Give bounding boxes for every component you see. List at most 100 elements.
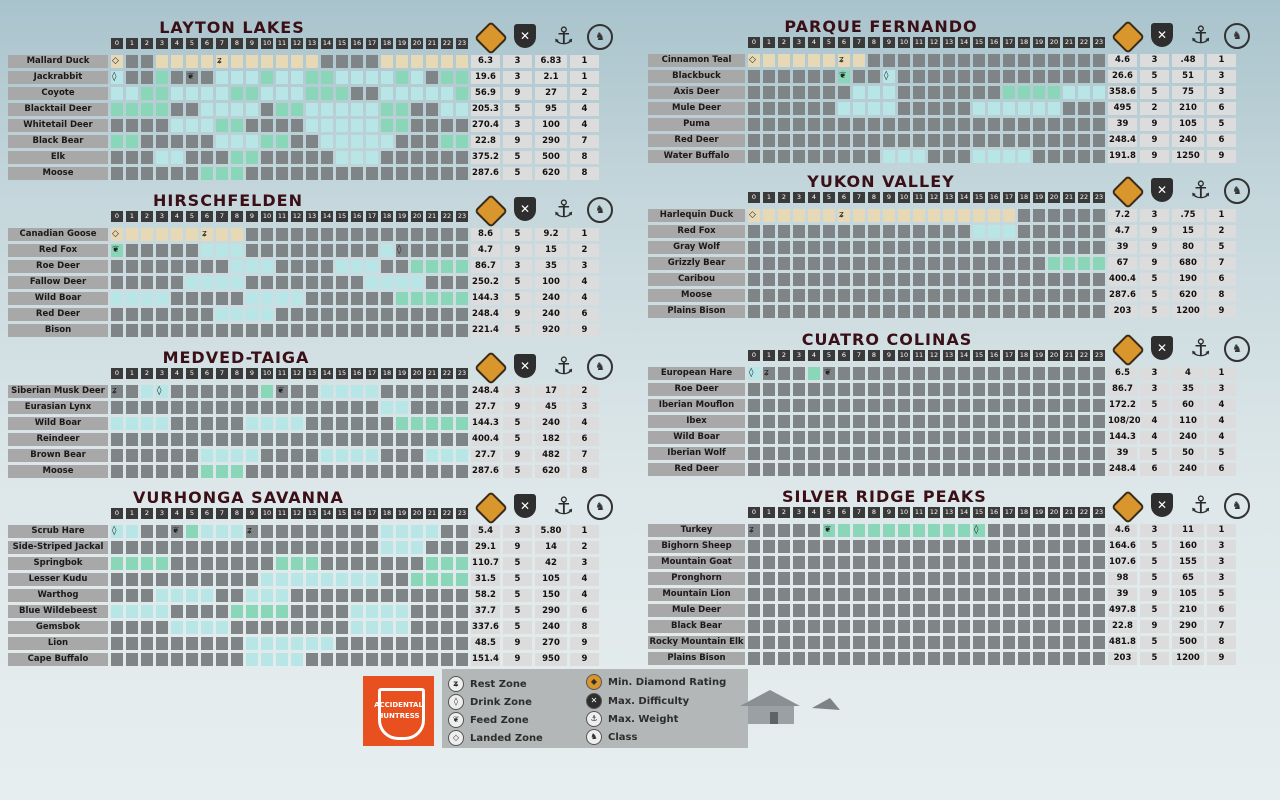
hour-cell xyxy=(276,605,288,618)
hour-cell xyxy=(883,463,895,476)
hour-cell xyxy=(838,383,850,396)
hour-cell xyxy=(778,588,790,601)
max-difficulty-value: 9 xyxy=(1140,225,1169,238)
hour-cell xyxy=(958,118,970,131)
hour-label: 0 xyxy=(748,192,760,203)
hour-cell xyxy=(1018,447,1030,460)
hour-cell xyxy=(156,653,168,666)
hour-cell xyxy=(958,463,970,476)
class-icon: ♞ xyxy=(587,24,613,50)
hour-label: 18 xyxy=(1018,192,1030,203)
hour-cell xyxy=(246,417,258,430)
hour-cell xyxy=(763,415,775,428)
hour-cell xyxy=(913,540,925,553)
hour-cell xyxy=(793,524,805,537)
hour-cell xyxy=(156,135,168,148)
reserve-title: PARQUE FERNANDO xyxy=(784,17,978,36)
max-weight-value: 100 xyxy=(535,119,567,132)
hour-label: 18 xyxy=(1018,350,1030,361)
hour-label: 11 xyxy=(913,37,925,48)
max-weight-value: 60 xyxy=(1172,399,1204,412)
hour-cell xyxy=(973,399,985,412)
hour-cell xyxy=(793,431,805,444)
max-weight-value: 160 xyxy=(1172,540,1204,553)
hour-label: 21 xyxy=(1063,350,1075,361)
anchor-icon: ⚓ xyxy=(1190,334,1212,362)
hour-cell xyxy=(261,573,273,586)
hour-cell xyxy=(141,401,153,414)
max-difficulty-value: 6 xyxy=(1140,463,1169,476)
hour-cell xyxy=(763,447,775,460)
hour-cell xyxy=(246,167,258,180)
hour-cell xyxy=(958,54,970,67)
hour-cell xyxy=(868,102,880,115)
max-difficulty-value: 3 xyxy=(503,71,532,84)
hour-cell xyxy=(246,401,258,414)
hour-cell xyxy=(201,465,213,478)
animal-name: Blue Wildebeest xyxy=(8,605,108,618)
hour-label: 6 xyxy=(838,192,850,203)
max-difficulty-value: 5 xyxy=(1140,604,1169,617)
hour-cell xyxy=(883,118,895,131)
max-difficulty-value: 5 xyxy=(503,292,532,305)
hour-cell xyxy=(823,54,835,67)
hour-cell xyxy=(426,244,438,257)
hour-cell xyxy=(823,241,835,254)
animal-name: Red Deer xyxy=(8,308,108,321)
hour-label: 16 xyxy=(351,211,363,222)
class-value: 4 xyxy=(1207,431,1236,444)
hour-cell xyxy=(186,167,198,180)
hour-cell xyxy=(306,637,318,650)
hour-cell xyxy=(216,135,228,148)
max-weight-value: 42 xyxy=(535,557,567,570)
hour-cell xyxy=(381,103,393,116)
hour-label: 4 xyxy=(808,37,820,48)
min-diamond-value: 4.6 xyxy=(1108,524,1137,537)
hour-cell xyxy=(186,605,198,618)
hour-cell xyxy=(231,55,243,68)
hour-cell xyxy=(883,134,895,147)
hour-cell xyxy=(276,433,288,446)
logo-line2: HUNTRESS xyxy=(377,712,420,720)
hour-cell xyxy=(778,524,790,537)
hour-cell xyxy=(778,70,790,83)
hour-cell xyxy=(336,433,348,446)
hour-cell xyxy=(126,621,138,634)
max-difficulty-value: 9 xyxy=(1140,241,1169,254)
hour-header: 0 1 2 3 4 5 6 7 8 9 10 11 12 13 14 15 16 17 18 19 20 21 22 23 xyxy=(748,192,1108,203)
hour-cell xyxy=(1003,225,1015,238)
hour-cell xyxy=(1078,273,1090,286)
hour-cell xyxy=(201,151,213,164)
animal-name: Elk xyxy=(8,151,108,164)
hour-cell xyxy=(366,151,378,164)
hour-cell xyxy=(246,87,258,100)
hour-cell xyxy=(381,324,393,337)
hour-cell xyxy=(988,70,1000,83)
hour-cell xyxy=(868,305,880,318)
hour-cell xyxy=(1048,273,1060,286)
hour-cell xyxy=(853,524,865,537)
max-difficulty-value: 5 xyxy=(503,589,532,602)
hour-cell xyxy=(988,431,1000,444)
hour-cell xyxy=(808,305,820,318)
hour-cell xyxy=(793,305,805,318)
class-header: ♞ xyxy=(1219,491,1253,521)
hour-cell xyxy=(171,557,183,570)
hour-cell xyxy=(126,308,138,321)
feed-zone-icon: ❦ xyxy=(172,526,180,536)
min-diamond-header xyxy=(471,194,508,228)
hour-label: 10 xyxy=(898,507,910,518)
hour-cell xyxy=(441,276,453,289)
hour-cell xyxy=(261,449,273,462)
min-diamond-value: 56.9 xyxy=(471,87,500,100)
hour-cell xyxy=(943,134,955,147)
hour-cell xyxy=(1063,447,1075,460)
hour-cell xyxy=(1048,289,1060,302)
hour-cell xyxy=(396,541,408,554)
hour-cell xyxy=(1033,588,1045,601)
hour-cell xyxy=(1078,399,1090,412)
hour-label: 15 xyxy=(336,368,348,379)
class-icon: ♞ xyxy=(1224,178,1250,204)
hour-cell xyxy=(366,653,378,666)
hour-cell xyxy=(441,324,453,337)
